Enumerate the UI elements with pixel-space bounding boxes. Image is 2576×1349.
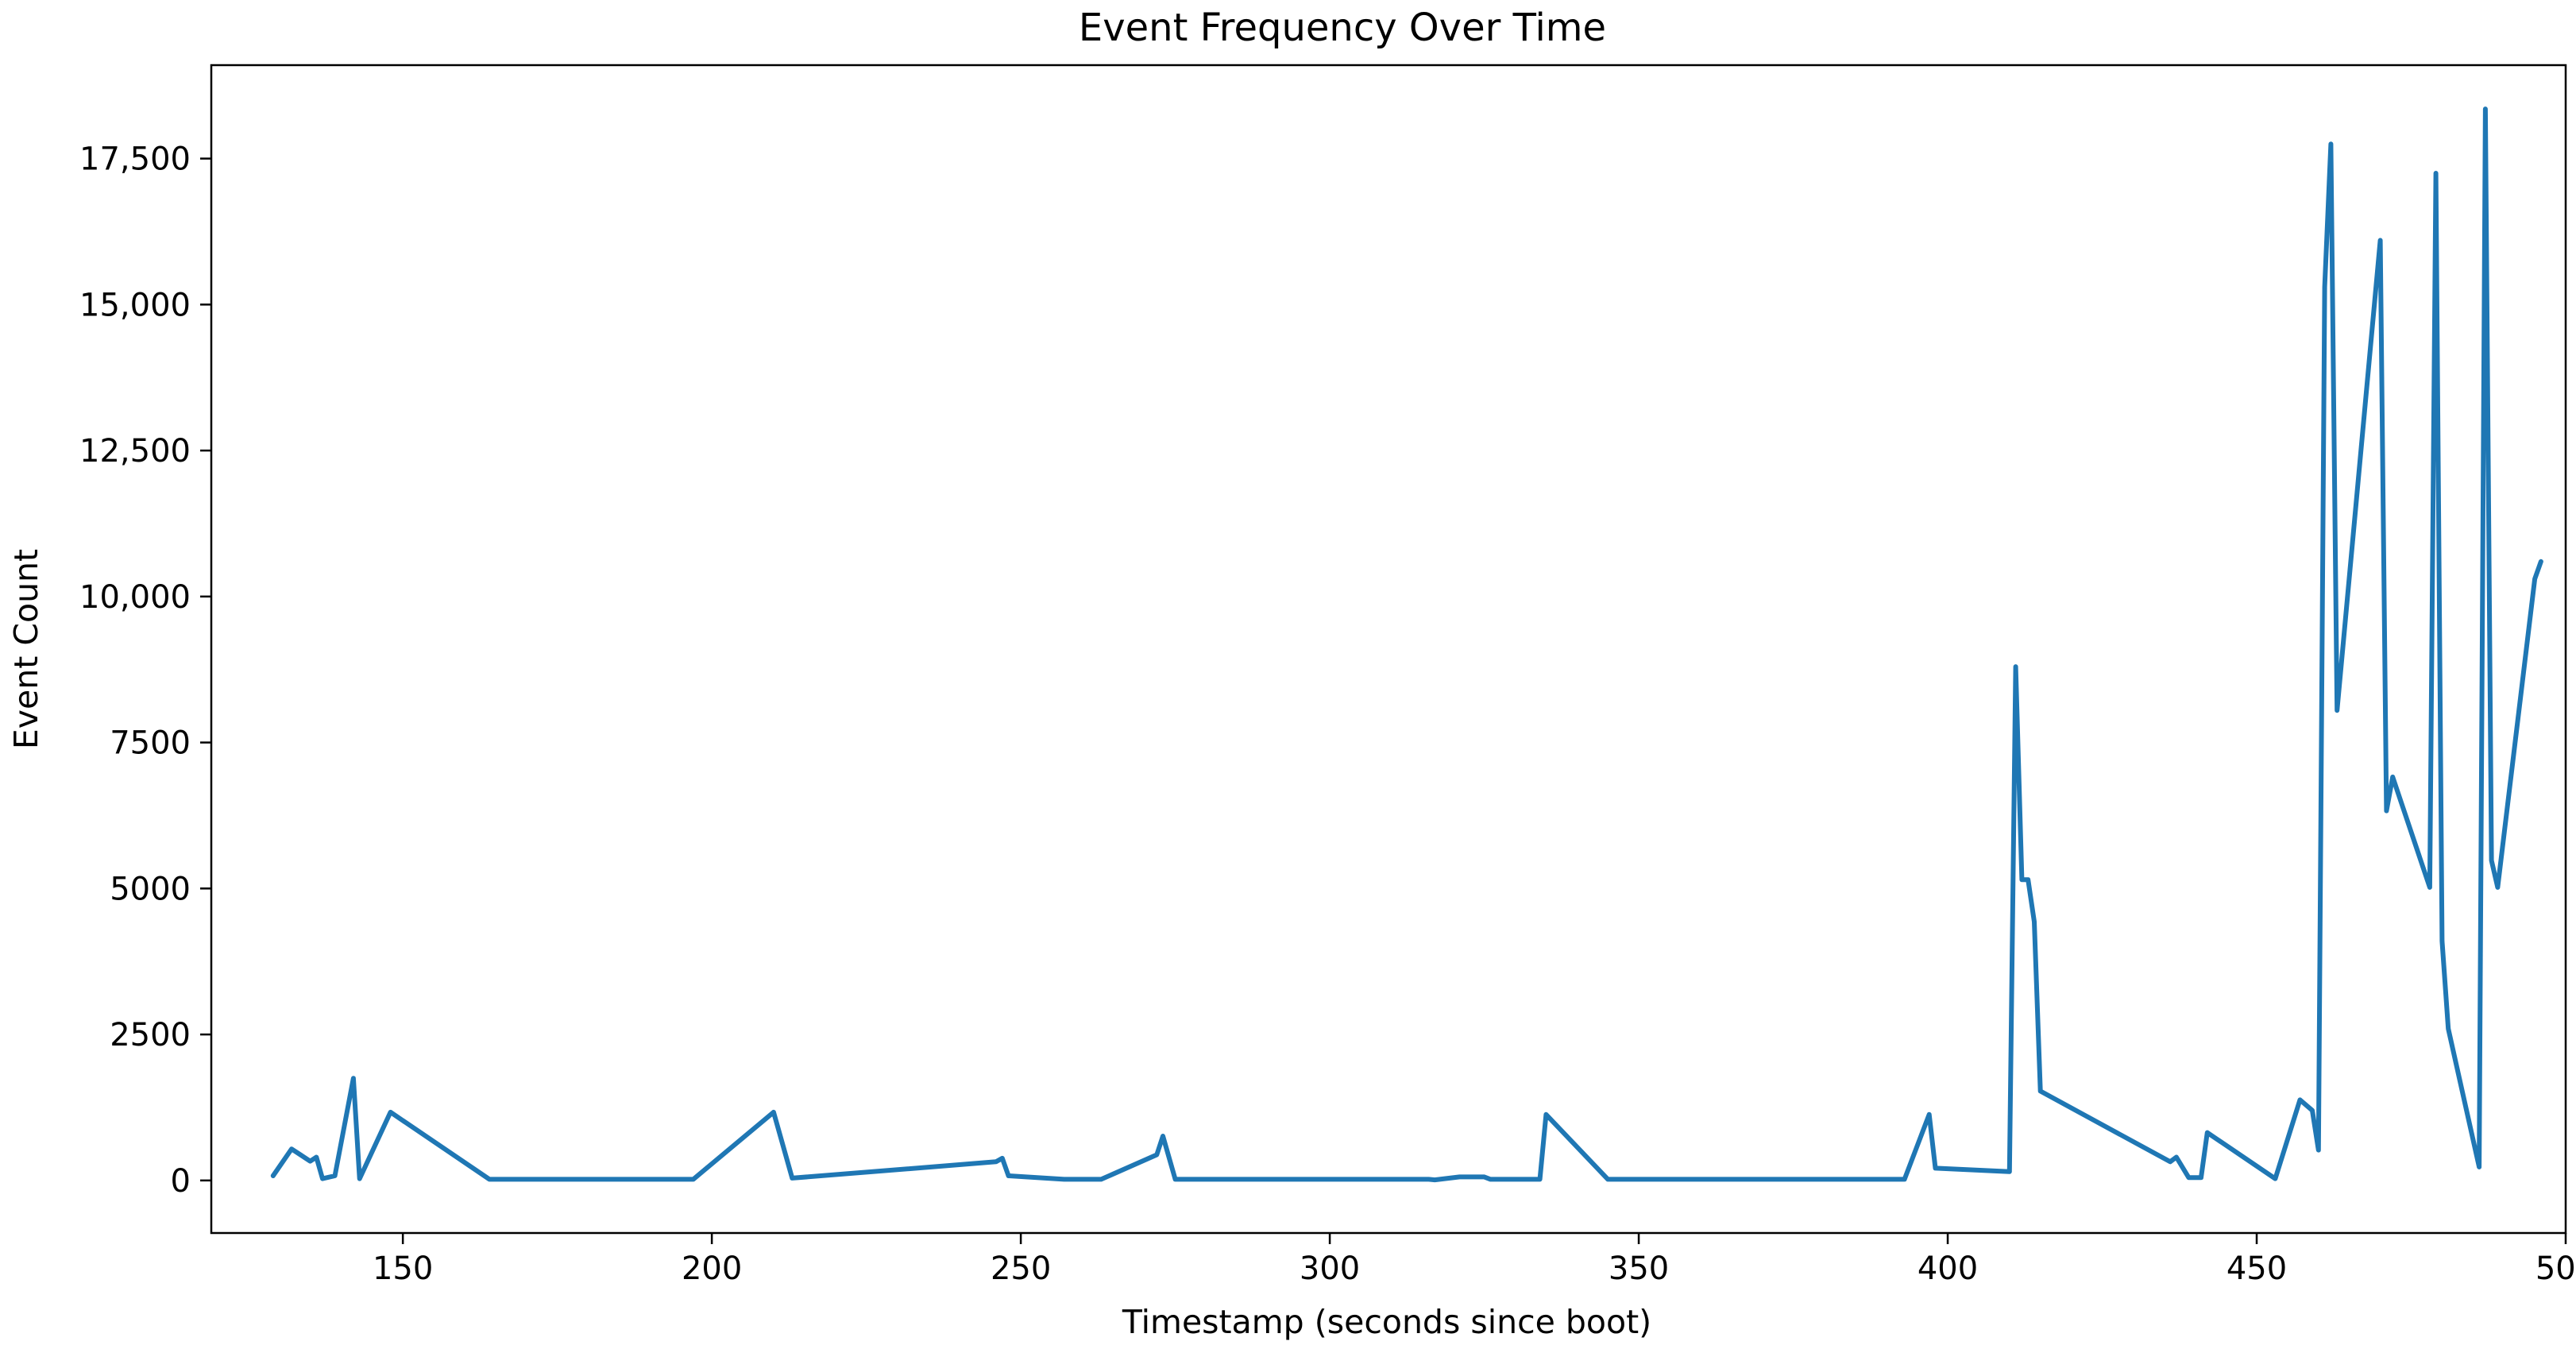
chart-title: Event Frequency Over Time — [1079, 6, 1606, 50]
x-tick-label: 350 — [1609, 1250, 1669, 1287]
y-tick-label: 15,000 — [79, 287, 191, 323]
plot-frame — [210, 64, 2567, 1235]
y-axis-ticks: 0 2500 5000 7500 10,000 12,500 15,000 17,500 — [79, 141, 211, 1200]
y-tick-label: 0 — [171, 1163, 191, 1200]
x-tick-label: 450 — [2226, 1250, 2287, 1287]
x-tick-label: 250 — [991, 1250, 1051, 1287]
x-tick-label: 500 — [2535, 1250, 2576, 1287]
y-tick-label: 10,000 — [79, 579, 191, 616]
y-tick-label: 17,500 — [79, 141, 191, 178]
y-tick-label: 7500 — [110, 725, 191, 762]
x-tick-label: 150 — [373, 1250, 433, 1287]
x-tick-label: 300 — [1300, 1250, 1360, 1287]
y-tick-label: 12,500 — [79, 433, 191, 470]
x-axis-ticks: 150 200 250 300 350 400 450 500 — [373, 1233, 2576, 1287]
x-axis-label: Timestamp (seconds since boot) — [1122, 1303, 1651, 1341]
y-tick-label: 2500 — [110, 1017, 191, 1053]
y-axis-label: Event Count — [7, 549, 45, 749]
x-tick-label: 200 — [682, 1250, 742, 1287]
plot-area — [211, 65, 2566, 1233]
series-line — [270, 106, 2543, 1183]
y-tick-label: 5000 — [110, 871, 191, 907]
x-tick-label: 400 — [1918, 1250, 1978, 1287]
